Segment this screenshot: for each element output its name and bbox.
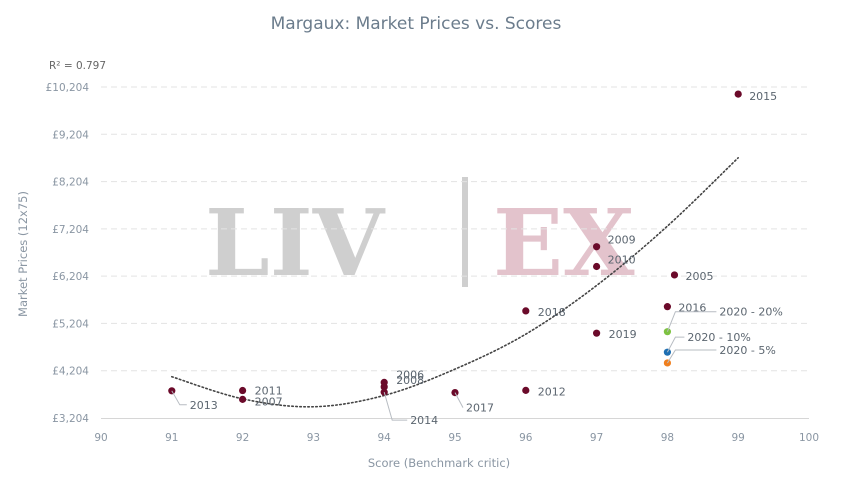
watermark-left-text: LIV: [205, 189, 386, 297]
y-tick-label: £9,204: [52, 129, 89, 141]
data-point[interactable]: [380, 383, 388, 391]
data-label: 2020 - 10%: [687, 331, 750, 344]
x-tick-label: 91: [165, 432, 178, 444]
x-tick-label: 94: [378, 432, 392, 444]
y-axis-ticks: £3,204 £4,204 £5,204 £6,204 £7,204 £8,204 £9,2…: [46, 82, 90, 425]
data-label: 2007: [255, 395, 283, 408]
data-label: 2015: [749, 90, 777, 103]
label-leader-line: [171, 390, 187, 406]
x-tick-label: 99: [732, 432, 745, 444]
y-tick-label: £6,204: [52, 271, 89, 283]
data-label: 2005: [685, 270, 713, 283]
label-leader-line: [454, 392, 464, 408]
data-label: 2016: [678, 302, 706, 315]
data-label: 2014: [410, 414, 438, 427]
data-label: 2017: [466, 402, 494, 415]
data-label: 2019: [609, 328, 637, 341]
data-label: 2011: [255, 385, 283, 398]
x-tick-label: 90: [94, 432, 107, 444]
data-point[interactable]: [522, 307, 530, 315]
gridlines: [101, 86, 809, 419]
x-tick-label: 96: [519, 432, 533, 444]
data-points: [168, 90, 742, 403]
data-point[interactable]: [593, 329, 601, 337]
data-point[interactable]: [522, 386, 530, 394]
y-tick-label: £8,204: [52, 177, 89, 189]
chart-title: Margaux: Market Prices vs. Scores: [271, 14, 562, 34]
x-tick-label: 95: [448, 432, 461, 444]
x-tick-label: 97: [590, 432, 603, 444]
label-leader-line: [383, 391, 408, 421]
label-leader-line: [666, 336, 685, 353]
y-tick-label: £4,204: [52, 366, 89, 378]
x-tick-label: 100: [799, 432, 819, 444]
y-tick-label: £5,204: [52, 318, 89, 330]
data-point[interactable]: [168, 387, 176, 395]
data-label: 2008: [396, 374, 424, 387]
x-axis-ticks: 90 91 92 93 94 95 96 97 98 99 100: [94, 432, 819, 444]
data-point[interactable]: [239, 395, 247, 403]
x-tick-label: 93: [307, 432, 320, 444]
trendline: [171, 156, 739, 408]
data-point[interactable]: [663, 303, 672, 311]
y-tick-label: £10,204: [46, 82, 90, 94]
label-leader-line: [666, 311, 717, 332]
data-label: 2020 - 5%: [719, 344, 775, 357]
data-point[interactable]: [593, 262, 601, 271]
data-point[interactable]: [239, 386, 247, 395]
y-tick-label: £7,204: [52, 224, 89, 236]
data-point[interactable]: [734, 90, 742, 98]
label-leader-line: [666, 349, 717, 364]
data-point[interactable]: [593, 243, 601, 251]
data-point[interactable]: [670, 271, 679, 279]
data-label: 2013: [190, 399, 218, 412]
watermark-right-text: EX: [493, 189, 635, 297]
trendline-path: [171, 156, 739, 408]
x-axis-title: Score (Benchmark critic): [368, 456, 510, 470]
x-tick-label: 92: [236, 432, 249, 444]
data-label: 2018: [538, 306, 566, 319]
data-label: 2012: [538, 385, 566, 398]
r-squared-annotation: R² = 0.797: [49, 60, 106, 72]
data-label: 2006: [396, 368, 424, 381]
x-tick-label: 98: [661, 432, 674, 444]
data-label: 2010: [608, 253, 636, 266]
watermark-logo: LIV EX: [205, 177, 635, 297]
data-label: 2020 - 20%: [719, 306, 782, 319]
data-label: 2009: [608, 234, 636, 247]
y-tick-label: £3,204: [52, 413, 89, 425]
watermark-divider: [462, 177, 468, 287]
y-axis-title: Market Prices (12x75): [16, 191, 30, 317]
